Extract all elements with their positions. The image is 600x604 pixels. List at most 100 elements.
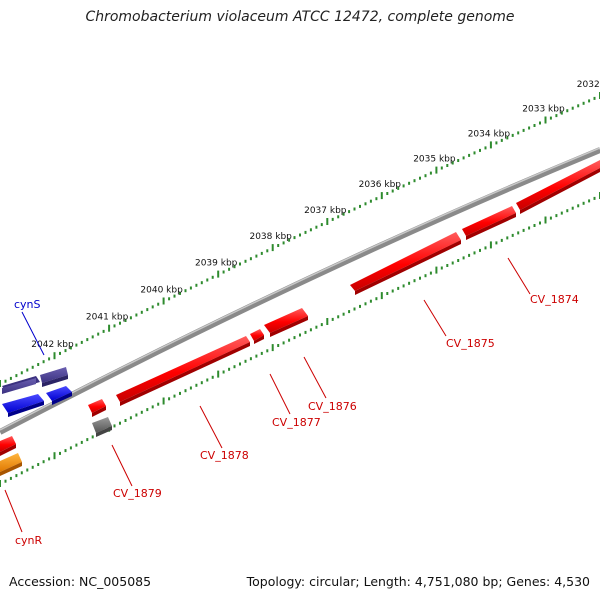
gene-CV_1875[interactable] bbox=[350, 232, 461, 295]
outer-ruler-minor-tick bbox=[151, 305, 154, 309]
inner-ruler-minor-tick bbox=[37, 463, 40, 466]
outer-ruler-minor-tick bbox=[189, 286, 192, 290]
gene-blue-2[interactable] bbox=[46, 386, 72, 405]
outer-ruler-minor-tick bbox=[511, 133, 514, 137]
outer-ruler-minor-tick bbox=[222, 270, 225, 274]
gene-CV_1878[interactable] bbox=[116, 336, 250, 406]
outer-ruler-minor-tick bbox=[386, 192, 389, 195]
inner-ruler-minor-tick bbox=[86, 438, 89, 442]
outer-ruler-major-tick bbox=[380, 192, 383, 200]
inner-ruler-minor-tick bbox=[222, 370, 225, 374]
ruler-label: 2033 kbp bbox=[522, 105, 565, 115]
leader-line-CV_1876 bbox=[303, 356, 327, 399]
inner-ruler-minor-tick bbox=[249, 357, 252, 361]
inner-ruler-minor-tick bbox=[375, 297, 378, 301]
gene-label-cynR: cynR bbox=[15, 534, 43, 547]
outer-ruler-minor-tick bbox=[293, 236, 296, 240]
outer-ruler-minor-tick bbox=[549, 116, 552, 120]
outer-ruler-minor-tick bbox=[429, 171, 432, 175]
outer-ruler-minor-tick bbox=[97, 332, 100, 336]
inner-ruler-minor-tick bbox=[146, 408, 149, 412]
gene-CV_1874-part1[interactable] bbox=[462, 206, 516, 240]
gene-CV_1876[interactable] bbox=[264, 308, 308, 337]
inner-ruler-minor-tick bbox=[48, 457, 51, 461]
inner-ruler-minor-tick bbox=[9, 476, 12, 480]
inner-ruler-minor-tick bbox=[462, 256, 465, 260]
outer-ruler-major-tick bbox=[326, 218, 329, 225]
ruler-label: 2040 kbp bbox=[140, 286, 183, 296]
inner-ruler-minor-tick bbox=[59, 451, 61, 455]
inner-ruler-minor-tick bbox=[549, 216, 552, 220]
outer-ruler-minor-tick bbox=[566, 109, 569, 113]
outer-ruler-minor-tick bbox=[26, 368, 29, 372]
inner-ruler-minor-tick bbox=[129, 416, 132, 420]
outer-ruler-minor-tick bbox=[539, 121, 541, 125]
outer-ruler-minor-tick bbox=[533, 124, 536, 127]
gene-cynS-track1[interactable] bbox=[2, 376, 40, 394]
genome-backbone bbox=[0, 147, 600, 435]
inner-ruler-minor-tick bbox=[304, 330, 307, 334]
inner-ruler-minor-tick bbox=[539, 221, 541, 225]
outer-ruler-minor-tick bbox=[315, 225, 318, 229]
inner-ruler-major-tick bbox=[380, 292, 383, 300]
outer-ruler-minor-tick bbox=[20, 371, 23, 375]
inner-ruler-minor-tick bbox=[331, 317, 334, 321]
gene-CV_1874[interactable] bbox=[516, 160, 600, 214]
gene-CV_1877[interactable] bbox=[250, 329, 264, 344]
inner-ruler-minor-tick bbox=[288, 338, 291, 342]
inner-ruler-minor-tick bbox=[200, 381, 203, 385]
outer-ruler-minor-tick bbox=[375, 197, 378, 201]
ruler-label: 2035 kbp bbox=[413, 155, 456, 165]
inner-ruler-minor-tick bbox=[593, 196, 596, 200]
outer-ruler-minor-tick bbox=[522, 128, 525, 132]
outer-ruler-minor-tick bbox=[9, 376, 12, 380]
gene-blue-1[interactable] bbox=[2, 394, 44, 417]
outer-ruler-minor-tick bbox=[48, 357, 51, 361]
outer-ruler-minor-tick bbox=[195, 283, 198, 287]
outer-ruler-minor-tick bbox=[42, 360, 45, 364]
inner-ruler-minor-tick bbox=[451, 261, 454, 265]
gene-label-CV_1876: CV_1876 bbox=[308, 400, 357, 413]
inner-ruler-minor-tick bbox=[309, 328, 312, 332]
outer-ruler-minor-tick bbox=[239, 262, 241, 266]
inner-ruler-minor-tick bbox=[179, 391, 181, 395]
inner-ruler-minor-tick bbox=[473, 251, 476, 255]
outer-ruler-minor-tick bbox=[249, 257, 252, 261]
outer-ruler-major-tick bbox=[544, 116, 547, 124]
inner-ruler-minor-tick bbox=[266, 349, 269, 353]
inner-ruler-minor-tick bbox=[528, 226, 531, 230]
outer-ruler-minor-tick bbox=[91, 335, 94, 339]
outer-ruler-minor-tick bbox=[500, 138, 503, 142]
outer-ruler-minor-tick bbox=[244, 259, 247, 263]
outer-ruler-minor-tick bbox=[179, 291, 181, 295]
inner-ruler-minor-tick bbox=[353, 307, 356, 311]
inner-ruler-minor-tick bbox=[184, 389, 187, 393]
outer-ruler-minor-tick bbox=[140, 310, 143, 314]
inner-ruler-minor-tick bbox=[233, 365, 236, 369]
gene-red-left[interactable] bbox=[0, 436, 16, 456]
inner-ruler-major-tick bbox=[326, 318, 329, 325]
map-title: Chromobacterium violaceum ATCC 12472, co… bbox=[85, 9, 515, 25]
outer-ruler-major-tick bbox=[217, 270, 220, 278]
gene-label-cynS: cynS bbox=[14, 298, 41, 311]
inner-ruler-minor-tick bbox=[429, 271, 432, 275]
inner-ruler-minor-tick bbox=[119, 421, 121, 425]
outer-ruler-minor-tick bbox=[299, 233, 301, 237]
gene-CV_1879-small[interactable] bbox=[88, 399, 106, 417]
outer-ruler-minor-tick bbox=[4, 379, 7, 383]
leader-line-CV_1875 bbox=[423, 299, 447, 337]
outer-ruler-minor-tick bbox=[391, 189, 394, 193]
gene-cynR[interactable] bbox=[0, 453, 22, 476]
outer-ruler-minor-tick bbox=[408, 181, 411, 185]
gene-CV_1879[interactable] bbox=[92, 417, 112, 437]
inner-ruler-minor-tick bbox=[20, 471, 23, 475]
inner-ruler-minor-tick bbox=[80, 440, 83, 444]
inner-ruler-minor-tick bbox=[555, 214, 558, 218]
outer-ruler-minor-tick bbox=[135, 313, 138, 317]
outer-ruler-major-tick bbox=[53, 352, 56, 360]
outer-ruler-minor-tick bbox=[419, 176, 421, 180]
gene-cynS[interactable] bbox=[40, 367, 68, 387]
outer-ruler-minor-tick bbox=[320, 223, 323, 227]
